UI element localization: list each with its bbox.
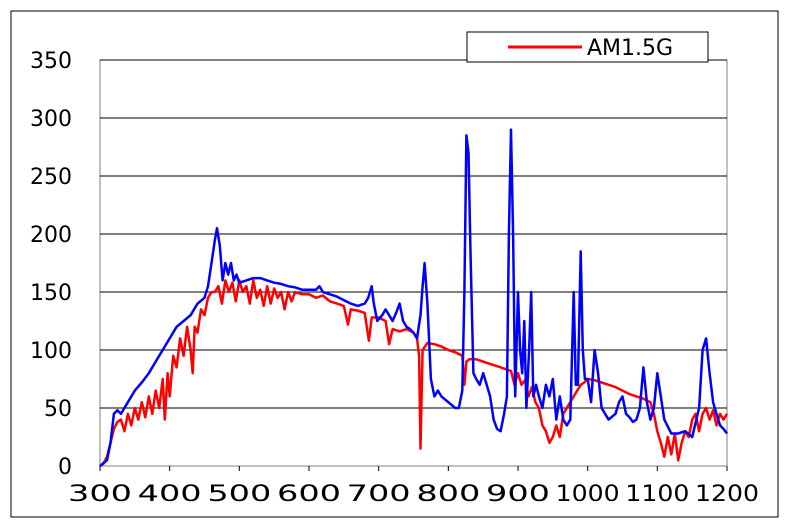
x-tick-label: 600 [277, 482, 341, 507]
legend-label-am15g: AM1.5G [587, 36, 673, 61]
x-tick-label: 1200 [695, 482, 759, 507]
x-tick-label: 700 [347, 482, 411, 507]
x-tick-label: 400 [138, 482, 202, 507]
y-tick-label: 0 [58, 455, 72, 480]
y-axis-ticks: 0 50 100 150 200 250 300 350 [30, 49, 72, 480]
legend-box [466, 31, 709, 63]
legend: AM1.5G [466, 31, 709, 63]
y-tick-label: 200 [30, 223, 72, 248]
x-tick-label: 800 [416, 482, 480, 507]
series-layer [99, 128, 729, 468]
x-axis-ticks: 300 400 500 600 700 800 900 1000 1100 1200 [68, 466, 759, 507]
y-tick-label: 300 [30, 107, 72, 132]
series-line-2 [99, 128, 728, 467]
plot-area [99, 59, 728, 467]
x-tick-label: 900 [486, 482, 550, 507]
x-tick-label: 1100 [625, 482, 689, 507]
y-tick-label: 350 [30, 49, 72, 74]
y-tick-label: 150 [30, 281, 72, 306]
x-tick-label: 300 [68, 482, 132, 507]
series-line-1 [99, 279, 729, 468]
y-tick-label: 100 [30, 339, 72, 364]
x-tick-label: 1000 [556, 482, 620, 507]
x-tick-label: 500 [207, 482, 271, 507]
y-tick-label: 250 [30, 165, 72, 190]
y-tick-label: 50 [44, 397, 72, 422]
